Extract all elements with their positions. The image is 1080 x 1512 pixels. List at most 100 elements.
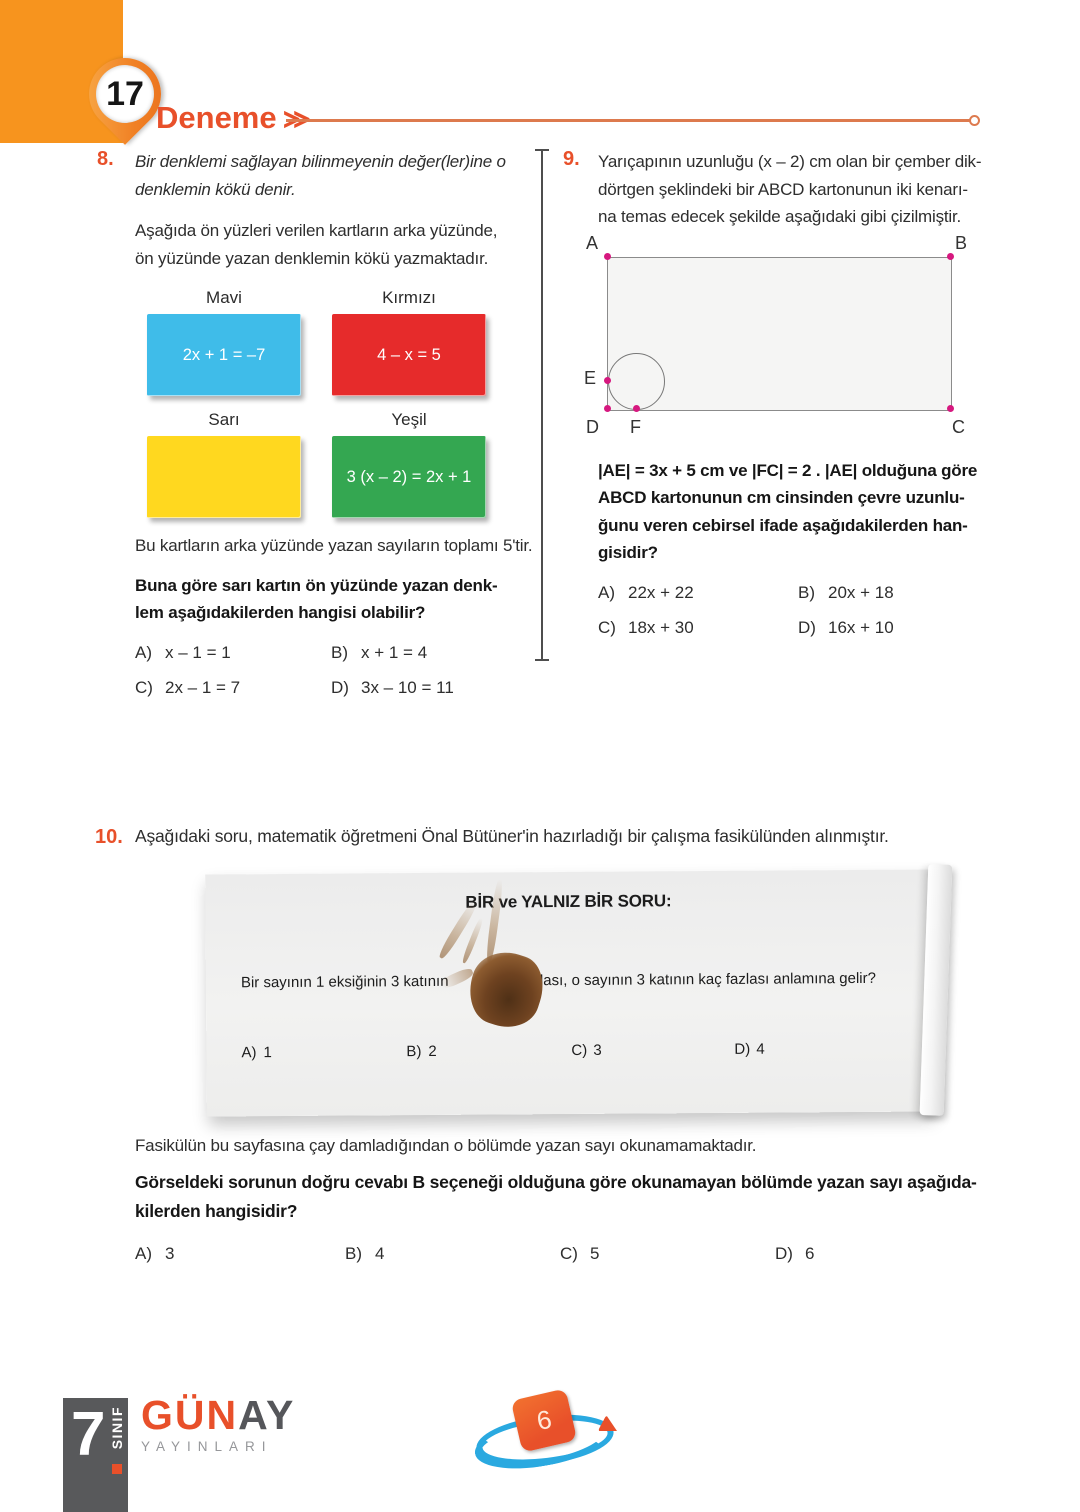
- grade-orange-square: [112, 1464, 122, 1474]
- q8-option-a-text: x – 1 = 1: [165, 642, 231, 662]
- tea-stain-blob: [460, 943, 552, 1036]
- q10-option-c-key: C): [560, 1243, 578, 1263]
- label-f: F: [630, 416, 641, 437]
- rectangle-circle-diagram: A B E D F C: [584, 233, 988, 449]
- question-8-note: Bu kartların arka yüzünde yazan sayıları…: [135, 536, 533, 556]
- page-title-text: Deneme: [156, 100, 277, 135]
- publisher-name-secondary: AY: [238, 1392, 296, 1438]
- vertex-dot-a: [603, 253, 611, 261]
- page-title: Deneme ≫: [156, 100, 311, 136]
- card-sari: Sarı: [147, 410, 301, 519]
- swoosh-icon-front: [470, 1406, 614, 1478]
- grade-number: 7: [71, 1400, 106, 1469]
- ws-option-c-key: C): [571, 1041, 588, 1059]
- q10-option-d-key: D): [775, 1243, 793, 1263]
- tangent-dot-e: [603, 377, 611, 385]
- card-equation-kirmizi: 4 – x = 5: [377, 345, 441, 364]
- q8-option-c: C) 2x – 1 = 7: [135, 678, 331, 698]
- inscribed-circle: [608, 352, 665, 410]
- q8-option-d: D) 3x – 10 = 11: [331, 678, 535, 698]
- q9-option-a: A) 22x + 22: [598, 583, 798, 603]
- publisher-name: GÜNAY: [141, 1395, 295, 1436]
- q9-option-d-text: 16x + 10: [828, 617, 894, 637]
- card-label-yesil: Yeşil: [391, 410, 427, 430]
- worksheet-text-left: Bir sayının 1 eksiğinin 3 katının: [240, 972, 449, 992]
- test-number: 17: [106, 74, 144, 113]
- card-equation-yesil: 3 (x – 2) = 2x + 1: [346, 467, 472, 486]
- ws-option-d-key: D): [734, 1040, 751, 1058]
- q8-option-d-text: 3x – 10 = 11: [361, 677, 454, 697]
- test-number-badge: 17: [96, 65, 154, 123]
- q10-option-b-key: B): [345, 1243, 362, 1263]
- grade-badge: 7 SINIF: [63, 1398, 128, 1512]
- worksheet-title: BİR ve YALNIZ BİR SORU:: [465, 891, 672, 912]
- vertex-dot-c: [946, 405, 954, 413]
- q10-option-a: A) 3: [135, 1244, 174, 1264]
- question-9-number: 9.: [563, 148, 580, 170]
- question-9: 9. Yarıçapının uzunluğu (x – 2) cm olan …: [563, 148, 987, 638]
- q8-option-b-text: x + 1 = 4: [361, 642, 428, 662]
- question-10-stem: Görseldeki sorunun doğru cevabı B seçene…: [135, 1172, 977, 1221]
- worksheet-scan: BİR ve YALNIZ BİR SORU: Bir sayının 1 ek…: [205, 864, 953, 1117]
- label-b: B: [955, 232, 968, 253]
- ws-option-b: B) 2: [406, 1043, 436, 1060]
- tangent-dot-f: [632, 405, 640, 413]
- q9-option-d-key: D): [798, 617, 816, 637]
- ws-option-d: D) 4: [734, 1041, 764, 1058]
- ws-option-a-key: A): [241, 1044, 257, 1062]
- question-8: 8. Bir denklemi sağlayan bilinmeyenin de…: [97, 148, 533, 698]
- question-10-intro: Aşağıdaki soru, matematik öğretmeni Önal…: [135, 826, 889, 846]
- question-10-body: Fasikülün bu sayfasına çay damladığından…: [135, 1136, 1015, 1270]
- label-d: D: [586, 416, 599, 437]
- q8-option-a-key: A): [135, 642, 152, 662]
- card-label-sari: Sarı: [208, 410, 240, 430]
- ws-option-c-text: 3: [593, 1041, 602, 1059]
- q10-option-c: C) 5: [560, 1244, 599, 1264]
- q8-option-a: A) x – 1 = 1: [135, 643, 331, 663]
- q10-option-d-text: 6: [805, 1243, 815, 1263]
- q8-option-b-key: B): [331, 642, 348, 662]
- q10-option-a-key: A): [135, 1243, 152, 1263]
- question-10-options: A) 3 B) 4 C) 5 D) 6: [135, 1244, 1015, 1270]
- ws-option-c: C) 3: [571, 1042, 601, 1059]
- q9-option-c-key: C): [598, 617, 616, 637]
- question-10-number: 10.: [95, 826, 123, 848]
- q9-option-b-key: B): [798, 582, 815, 602]
- card-face-mavi: 2x + 1 = –7: [147, 314, 301, 397]
- question-8-options: A) x – 1 = 1 B) x + 1 = 4 C) 2x – 1 = 7 D) 3…: [135, 643, 535, 698]
- card-equation-mavi: 2x + 1 = –7: [182, 345, 266, 364]
- q9-option-a-text: 22x + 22: [628, 582, 694, 602]
- q8-option-b: B) x + 1 = 4: [331, 643, 535, 663]
- worksheet-text-right: fazlası, o sayının 3 katının kaç fazlası…: [519, 969, 876, 990]
- ws-option-d-text: 4: [756, 1040, 765, 1058]
- q9-option-b-text: 20x + 18: [828, 582, 894, 602]
- label-a: A: [586, 232, 599, 253]
- ws-option-a: A) 1: [241, 1044, 271, 1061]
- card-label-mavi: Mavi: [206, 288, 242, 308]
- header-rule-end-dot: [969, 115, 980, 126]
- q9-option-a-key: A): [598, 582, 615, 602]
- q8-option-c-key: C): [135, 677, 153, 697]
- ws-option-b-text: 2: [428, 1042, 437, 1060]
- worksheet-options: A) 1 B) 2 C) 3 D) 4: [241, 1040, 912, 1069]
- column-divider: [536, 149, 548, 661]
- card-face-kirmizi: 4 – x = 5: [332, 314, 486, 397]
- ws-option-a-text: 1: [263, 1044, 272, 1062]
- question-10-note: Fasikülün bu sayfasına çay damladığından…: [135, 1136, 757, 1155]
- question-8-number: 8.: [97, 148, 114, 170]
- publisher-logo: GÜNAY YAYINLARI: [141, 1395, 295, 1455]
- q9-option-c: C) 18x + 30: [598, 618, 798, 638]
- equation-cards: Mavi 2x + 1 = –7 Kırmızı 4 – x = 5 Sarı: [147, 288, 535, 519]
- question-8-stem: Buna göre sarı kartın ön yüzünde yazan d…: [135, 575, 498, 623]
- label-c: C: [952, 416, 965, 437]
- q8-option-c-text: 2x – 1 = 7: [165, 677, 241, 697]
- question-10: 10. Aşağıdaki soru, matematik öğretmeni …: [95, 826, 1000, 848]
- publisher-subtitle: YAYINLARI: [141, 1439, 273, 1454]
- question-8-intro: Aşağıda ön yüzleri verilen kartların ark…: [135, 221, 498, 268]
- page-number-badge: 6: [468, 1388, 622, 1478]
- ws-option-b-key: B): [406, 1043, 422, 1061]
- question-9-options: A) 22x + 22 B) 20x + 18 C) 18x + 30 D) 16x +…: [598, 583, 987, 638]
- header-rule: [286, 119, 970, 122]
- card-label-kirmizi: Kırmızı: [382, 288, 436, 308]
